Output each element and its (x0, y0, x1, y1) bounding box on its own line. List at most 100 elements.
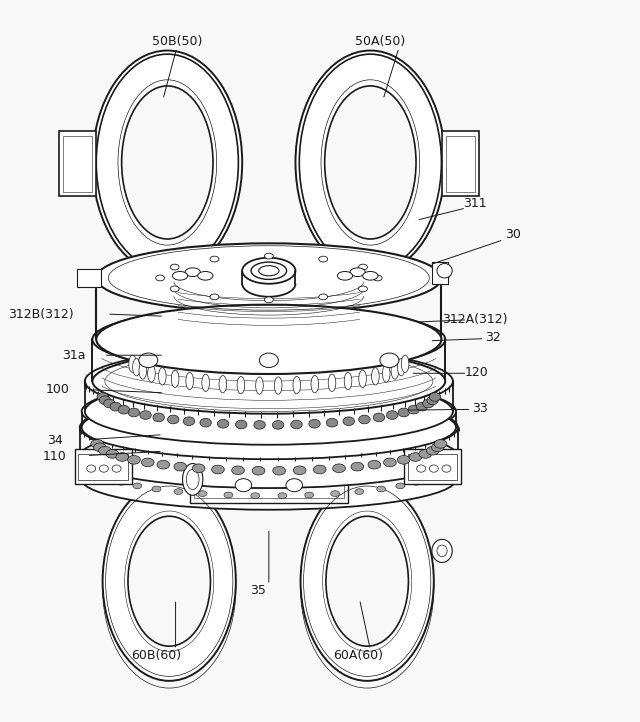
Ellipse shape (397, 359, 405, 376)
Ellipse shape (309, 419, 320, 428)
Ellipse shape (372, 367, 380, 385)
Text: 120: 120 (465, 366, 488, 379)
Ellipse shape (429, 465, 438, 472)
Ellipse shape (437, 264, 452, 278)
Ellipse shape (343, 417, 355, 425)
Ellipse shape (159, 367, 166, 385)
Text: 312B(312): 312B(312) (8, 308, 73, 321)
Ellipse shape (296, 51, 445, 274)
Ellipse shape (118, 405, 129, 414)
Ellipse shape (93, 443, 106, 452)
Ellipse shape (429, 393, 441, 401)
Ellipse shape (278, 493, 287, 499)
Ellipse shape (99, 446, 111, 455)
Ellipse shape (358, 264, 367, 270)
Ellipse shape (92, 349, 445, 414)
Ellipse shape (156, 275, 164, 281)
Ellipse shape (351, 462, 364, 471)
Ellipse shape (186, 469, 199, 490)
Ellipse shape (242, 258, 296, 284)
Ellipse shape (174, 489, 183, 495)
Ellipse shape (377, 486, 386, 492)
Ellipse shape (328, 374, 336, 391)
Ellipse shape (434, 440, 447, 448)
Ellipse shape (401, 355, 409, 373)
Ellipse shape (324, 86, 416, 239)
Ellipse shape (172, 271, 188, 280)
Ellipse shape (96, 54, 238, 271)
Ellipse shape (92, 51, 242, 274)
Ellipse shape (417, 465, 426, 472)
Ellipse shape (170, 286, 179, 292)
Ellipse shape (350, 268, 365, 277)
Ellipse shape (259, 353, 278, 367)
Ellipse shape (99, 396, 111, 404)
Ellipse shape (314, 465, 326, 474)
Ellipse shape (301, 482, 434, 681)
Ellipse shape (102, 482, 236, 681)
Ellipse shape (311, 375, 319, 393)
Ellipse shape (105, 476, 114, 482)
Text: 50B(50): 50B(50) (152, 35, 202, 48)
Ellipse shape (344, 373, 352, 390)
Ellipse shape (275, 377, 282, 394)
Ellipse shape (80, 396, 458, 459)
Ellipse shape (236, 479, 252, 492)
Ellipse shape (291, 420, 302, 429)
Text: 100: 100 (45, 383, 70, 396)
Ellipse shape (326, 516, 408, 646)
Ellipse shape (102, 489, 236, 688)
Ellipse shape (251, 262, 287, 279)
Ellipse shape (436, 467, 445, 473)
Ellipse shape (422, 399, 434, 408)
Ellipse shape (273, 466, 285, 475)
Ellipse shape (427, 396, 438, 404)
Ellipse shape (116, 453, 129, 461)
Ellipse shape (104, 399, 115, 408)
Ellipse shape (383, 458, 396, 466)
Ellipse shape (432, 471, 441, 477)
Ellipse shape (412, 479, 420, 485)
Text: 60A(60): 60A(60) (333, 649, 383, 662)
Ellipse shape (359, 370, 366, 388)
Ellipse shape (232, 466, 244, 474)
Ellipse shape (128, 408, 140, 417)
Ellipse shape (97, 471, 106, 477)
Ellipse shape (426, 446, 439, 455)
Bar (404, 449, 461, 484)
Ellipse shape (432, 539, 452, 562)
Ellipse shape (174, 462, 187, 471)
Ellipse shape (85, 378, 453, 445)
Ellipse shape (293, 466, 306, 474)
Ellipse shape (192, 464, 205, 473)
Ellipse shape (409, 453, 422, 461)
Ellipse shape (224, 492, 233, 498)
Ellipse shape (93, 467, 102, 473)
Ellipse shape (319, 256, 328, 262)
Ellipse shape (300, 54, 442, 271)
Ellipse shape (170, 264, 179, 270)
Ellipse shape (210, 256, 219, 262)
Ellipse shape (141, 458, 154, 466)
Ellipse shape (355, 489, 364, 495)
Ellipse shape (424, 476, 433, 482)
Ellipse shape (363, 271, 378, 280)
Bar (189, 466, 348, 503)
Ellipse shape (416, 402, 428, 411)
Text: 35: 35 (250, 584, 266, 597)
Ellipse shape (383, 365, 390, 382)
Ellipse shape (305, 492, 314, 498)
Ellipse shape (251, 493, 260, 499)
Ellipse shape (219, 375, 227, 393)
Ellipse shape (254, 420, 266, 429)
Bar (442, 131, 479, 196)
Ellipse shape (186, 373, 193, 390)
Ellipse shape (96, 243, 442, 313)
Ellipse shape (210, 294, 219, 300)
Ellipse shape (337, 271, 353, 280)
Ellipse shape (128, 516, 211, 646)
Ellipse shape (99, 465, 108, 472)
Ellipse shape (140, 411, 151, 419)
Ellipse shape (331, 491, 340, 497)
Ellipse shape (252, 466, 265, 475)
